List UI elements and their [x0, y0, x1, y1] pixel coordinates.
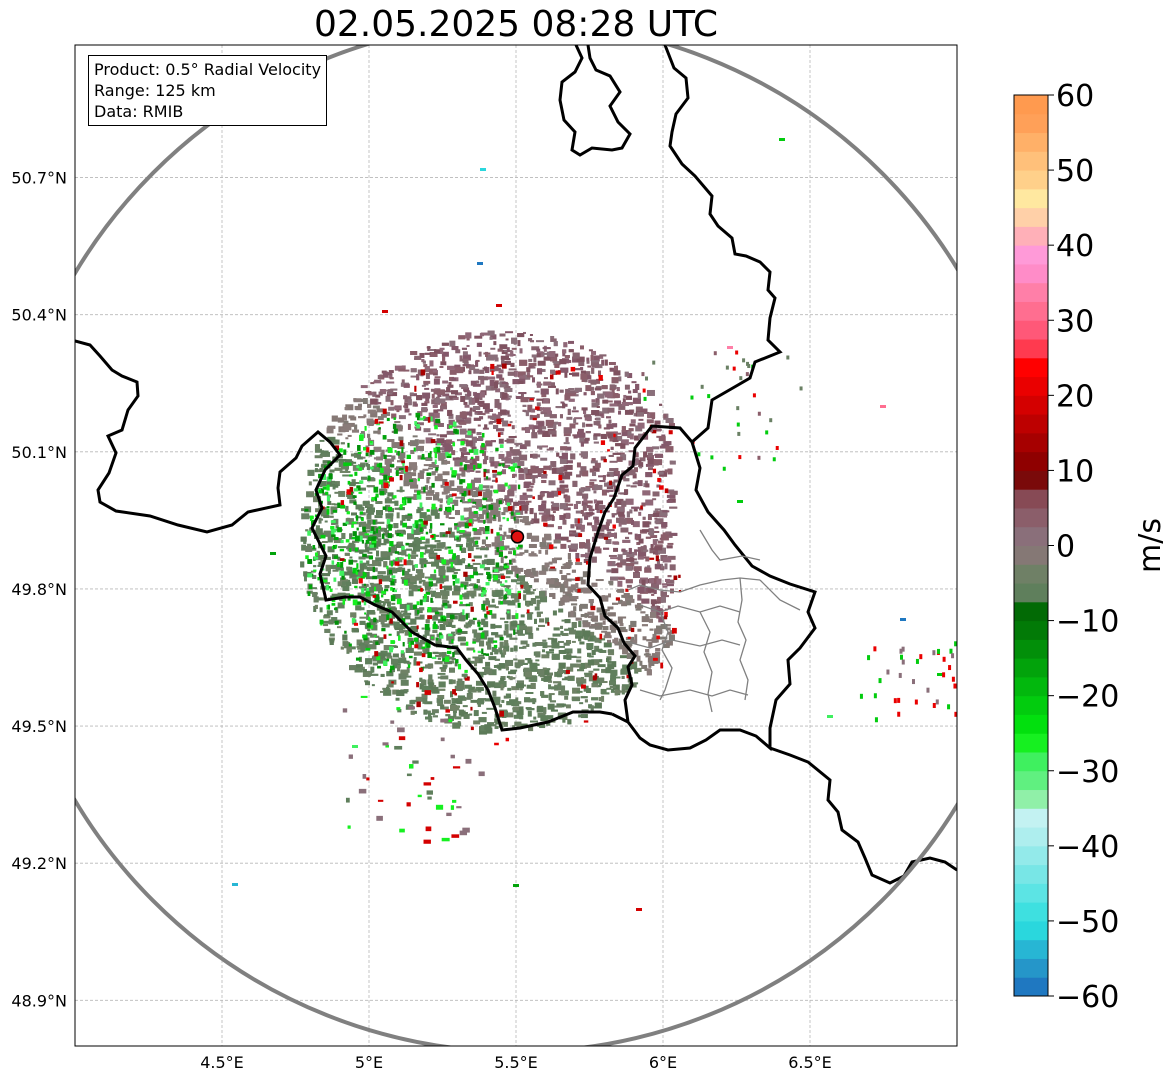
colorbar-tick-label: 20: [1056, 379, 1094, 414]
colorbar: 60 50 40 30 20 10 0 −10 −20 −30 −40 −50 −60 m/s: [1013, 79, 1168, 1015]
colorbar-segment: [1014, 733, 1048, 753]
graticule-grid: [75, 45, 957, 1046]
colorbar-segment: [1014, 676, 1048, 697]
lat-tick-label: 49.8°N: [11, 580, 67, 599]
colorbar-tick-label: 50: [1056, 154, 1094, 189]
lat-tick-label: 49.2°N: [11, 854, 67, 873]
germany-west-border: [663, 45, 783, 444]
lon-tick-label: 4.5°E: [200, 1053, 244, 1072]
lat-tick-label: 50.4°N: [11, 306, 67, 325]
lat-tick-label: 50.7°N: [11, 169, 67, 188]
colorbar-segment: [1014, 414, 1048, 434]
colorbar-segment: [1014, 263, 1048, 284]
belgium-france-border: [75, 339, 613, 732]
colorbar-segment: [1014, 714, 1048, 734]
colorbar-segment: [1014, 489, 1048, 509]
colorbar-segment: [1014, 564, 1048, 584]
colorbar-segment: [1014, 320, 1048, 340]
colorbar-segment: [1014, 170, 1048, 190]
colorbar-tick-label: 60: [1056, 79, 1094, 114]
colorbar-segment: [1014, 789, 1048, 809]
colorbar-tick-label: 10: [1056, 454, 1094, 489]
radar-echoes: [232, 138, 957, 911]
colorbar-tick-label: −20: [1056, 680, 1119, 715]
colorbar-segment: [1014, 132, 1048, 152]
colorbar-segment: [1014, 639, 1048, 659]
colorbar-tick-label: −30: [1056, 755, 1119, 790]
colorbar-tick-label: −40: [1056, 830, 1119, 865]
colorbar-segment: [1014, 339, 1048, 359]
lat-tick-label: 48.9°N: [11, 991, 67, 1010]
colorbar-tick-label: −10: [1056, 605, 1119, 640]
colorbar-segment: [1014, 226, 1048, 246]
axis-ticks: 4.5°E 5°E 5.5°E 6°E 6.5°E 50.7°N 50.4°N 50.1°N 4…: [11, 169, 831, 1072]
colorbar-segment: [1014, 808, 1048, 828]
colorbar-segment: [1014, 883, 1048, 903]
colorbar-segment: [1014, 526, 1048, 546]
lon-tick-label: 5°E: [355, 1053, 383, 1072]
colorbar-segment: [1014, 977, 1048, 997]
colorbar-segment: [1014, 845, 1048, 866]
colorbar-segment: [1014, 583, 1048, 603]
colorbar-segment: [1014, 207, 1048, 227]
colorbar-segment: [1014, 751, 1048, 772]
colorbar-segment: [1014, 470, 1048, 490]
colorbar-segment: [1014, 620, 1048, 640]
colorbar-segment: [1014, 357, 1048, 378]
colorbar-segment: [1014, 245, 1048, 265]
radar-site-marker: [510, 530, 525, 544]
lat-tick-label: 49.5°N: [11, 717, 67, 736]
colorbar-segment: [1014, 151, 1048, 171]
map-title: 02.05.2025 08:28 UTC: [313, 4, 719, 45]
colorbar-segment: [1014, 113, 1048, 134]
plot-frame: [74, 44, 958, 1047]
colorbar-segment: [1014, 770, 1048, 791]
colorbar-segment: [1014, 95, 1048, 115]
info-data-source: Data: RMIB: [94, 102, 184, 121]
netherlands-border: [558, 45, 632, 157]
info-product: Product: 0.5° Radial Velocity: [94, 60, 322, 79]
lon-tick-label: 6°E: [649, 1053, 677, 1072]
colorbar-segment: [1014, 188, 1048, 209]
colorbar-segment: [1014, 920, 1048, 941]
colorbar-tick-label: −50: [1056, 905, 1119, 940]
colorbar-segment: [1014, 958, 1048, 978]
lat-tick-label: 50.1°N: [11, 443, 67, 462]
colorbar-segment: [1014, 864, 1048, 884]
info-box: Product: 0.5° Radial Velocity Range: 125…: [88, 55, 328, 126]
colorbar-segment: [1014, 827, 1048, 847]
france-germany-border-southeast: [769, 746, 957, 885]
colorbar-segment: [1014, 545, 1048, 565]
colorbar-segment: [1014, 451, 1048, 471]
colorbar-tick-label: 30: [1056, 304, 1094, 339]
lon-tick-label: 6.5°E: [788, 1053, 832, 1072]
colorbar-unit-label: m/s: [1133, 518, 1168, 573]
colorbar-segment: [1014, 695, 1048, 715]
info-range: Range: 125 km: [94, 81, 216, 100]
colorbar-segment: [1014, 507, 1048, 528]
colorbar-segment: [1014, 601, 1048, 622]
belgium-luxembourg-germany-border: [586, 424, 817, 752]
colorbar-tick-label: 0: [1056, 530, 1075, 565]
lon-tick-label: 5.5°E: [494, 1053, 538, 1072]
colorbar-tick-label: 40: [1056, 229, 1094, 264]
colorbar-segment: [1014, 376, 1048, 396]
colorbar-segment: [1014, 282, 1048, 302]
radar-site-layer: [510, 530, 525, 544]
colorbar-segment: [1014, 902, 1048, 922]
colorbar-segment: [1014, 658, 1048, 678]
luxembourg-cantons: [627, 529, 801, 713]
colorbar-segment: [1014, 939, 1048, 959]
colorbar-tick-label: −60: [1056, 980, 1119, 1015]
colorbar-segment: [1014, 432, 1048, 453]
colorbar-segment: [1014, 301, 1048, 321]
colorbar-segment: [1014, 395, 1048, 415]
